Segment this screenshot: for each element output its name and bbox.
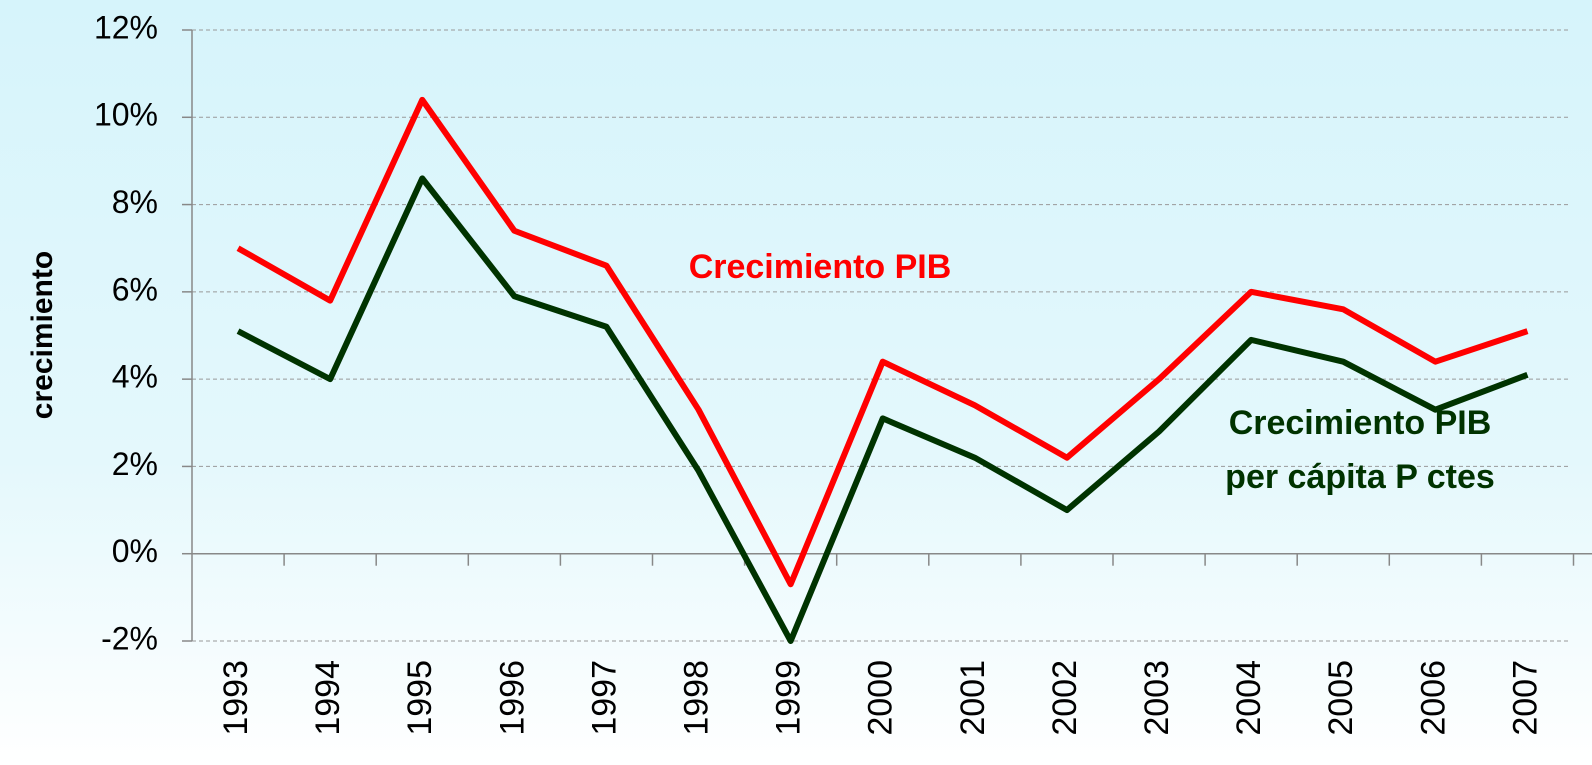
y-tick-label: -2% — [101, 620, 158, 656]
x-tick-label: 2003 — [1138, 660, 1176, 736]
x-tick-label: 1994 — [309, 660, 347, 736]
x-tick-label: 2005 — [1322, 660, 1360, 736]
x-tick-label: 2004 — [1230, 660, 1268, 736]
x-tick-label: 1997 — [585, 660, 623, 736]
y-axis-label: crecimiento — [26, 251, 59, 419]
x-tick-label: 2002 — [1046, 660, 1084, 736]
x-tick-label: 2006 — [1414, 660, 1452, 736]
y-tick-label: 0% — [112, 533, 158, 569]
y-tick-label: 2% — [112, 446, 158, 482]
y-tick-label: 12% — [94, 9, 158, 45]
series-line — [236, 175, 1529, 644]
x-tick-label: 1993 — [217, 660, 255, 736]
series-label: Crecimiento PIB — [688, 248, 952, 286]
x-tick-label: 2007 — [1506, 660, 1544, 736]
series-line — [236, 96, 1529, 588]
x-tick-label: 1996 — [493, 660, 531, 736]
x-tick-label: 2000 — [862, 660, 900, 736]
y-tick-label: 6% — [112, 271, 158, 307]
x-tick-label: 1999 — [770, 660, 808, 736]
y-tick-label: 10% — [94, 97, 158, 133]
y-tick-label: 8% — [112, 184, 158, 220]
x-tick-label: 1998 — [678, 660, 716, 736]
x-tick-label: 2001 — [954, 660, 992, 736]
series-label: Crecimiento PIB per cápita P ctes — [1225, 404, 1495, 496]
x-tick-label: 1995 — [401, 660, 439, 736]
y-tick-label: 4% — [112, 359, 158, 395]
